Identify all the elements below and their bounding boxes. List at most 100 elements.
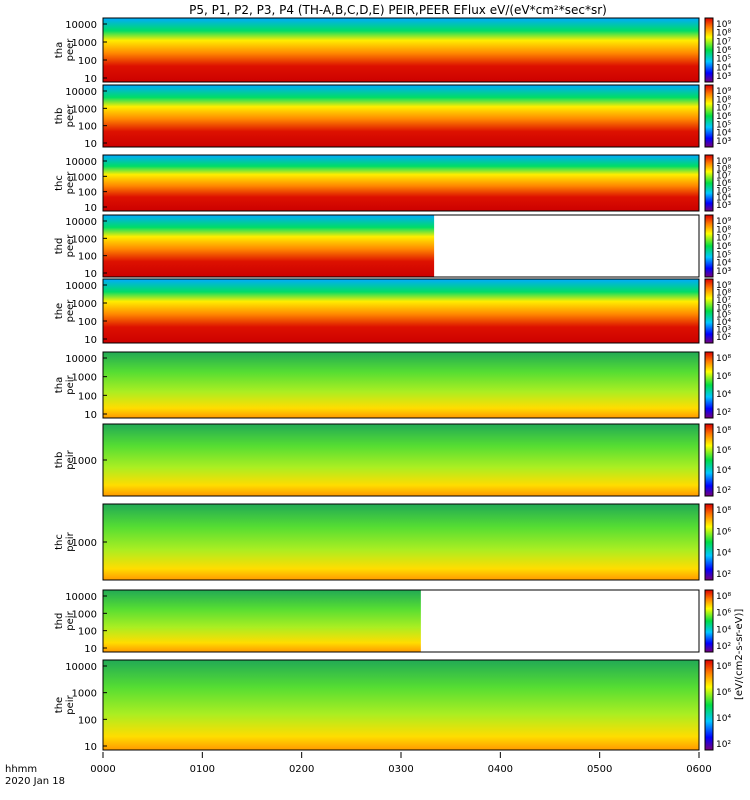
colorbar-tick-label: 10⁵ xyxy=(716,311,731,321)
colorbar-tick-label: 10⁸ xyxy=(716,426,731,436)
y-tick-label: 10 xyxy=(84,74,97,85)
colorbar-tick-label: 10⁶ xyxy=(716,372,731,382)
colorbar-tick-label: 10⁸ xyxy=(716,288,731,298)
y-tick-label: 100 xyxy=(78,317,97,328)
panel-thd-peer: thdpeer 10000 1000 100 10 10⁹10⁸10⁷10⁶10⁵10⁴1… xyxy=(54,214,731,280)
chart-title: P5, P1, P2, P3, P4 (TH-A,B,C,D,E) PEIR,P… xyxy=(189,3,607,17)
colorbar-tick-label: 10⁹ xyxy=(716,157,731,167)
panel-stack: thapeer1000010001001010⁹10⁸10⁷10⁶10⁵10⁴1… xyxy=(54,17,731,753)
y-tick-label: 10000 xyxy=(65,662,97,673)
y-tick-label: 10 xyxy=(84,139,97,150)
y-axis-title: thepeer xyxy=(54,299,76,323)
colorbar-tick-label: 10⁴ xyxy=(716,259,731,269)
y-axis-title: thdpeer xyxy=(54,234,76,258)
y-tick-label: 100 xyxy=(78,391,97,402)
colorbar-tick-label: 10⁹ xyxy=(716,217,731,227)
y-tick-label: 10 xyxy=(84,742,97,753)
y-tick-label: 10000 xyxy=(65,217,97,228)
y-tick-label: 1000 xyxy=(72,689,97,700)
x-tick-label: 0300 xyxy=(388,764,413,775)
colorbar-tick-label: 10⁹ xyxy=(716,20,731,30)
y-axis-title: thapeer xyxy=(54,38,76,62)
y-tick-label: 10 xyxy=(84,335,97,346)
x-axis: 0000 0100 0200 0300 0400 0500 0600 xyxy=(90,752,712,775)
y-tick-label: 10 xyxy=(84,410,97,421)
colorbar-tick-label: 10⁶ xyxy=(716,446,731,456)
colorbar xyxy=(704,17,714,83)
colorbar-tick-label: 10⁷ xyxy=(716,104,731,114)
y-axis-title: thdpeir xyxy=(54,610,76,630)
panel-tha-peir: thapeir 10000 1000 100 10 10⁸ 10⁶ 10⁴ 10² xyxy=(54,351,731,421)
y-tick-label: 1000 xyxy=(72,373,97,384)
panel-thd-peir: thdpeir 10000 1000 100 10 10⁸ 10⁶ 10⁴ 10² xyxy=(54,589,731,655)
colorbar-tick-label: 10⁵ xyxy=(716,55,731,65)
y-tick-label: 100 xyxy=(78,122,97,133)
colorbar-tick-label: 10⁶ xyxy=(716,46,731,56)
y-tick-label: 10000 xyxy=(65,87,97,98)
spectrogram-image xyxy=(103,279,699,343)
y-axis-title: thapeir xyxy=(54,374,76,394)
colorbar-tick-label: 10⁶ xyxy=(716,242,731,252)
panel-tha-peer: thapeer 10000 1000 100 10 10⁹10⁸10⁷10⁶10⁵10⁴1… xyxy=(54,17,731,85)
y-tick-label: 1000 xyxy=(72,456,97,467)
colorbar-tick-label: 10⁸ xyxy=(716,29,731,39)
panel-frame xyxy=(102,278,700,344)
panel-the-peer: thepeer1000010001001010⁹10⁸10⁷10⁶10⁵10⁴1… xyxy=(54,278,731,346)
colorbar-tick-label: 10⁷ xyxy=(716,234,731,244)
colorbar xyxy=(704,659,714,751)
panel-frame xyxy=(102,351,700,419)
y-tick-label: 100 xyxy=(78,715,97,726)
y-tick-label: 1000 xyxy=(72,609,97,620)
y-tick-label: 1000 xyxy=(72,104,97,115)
y-tick-label: 100 xyxy=(78,627,97,638)
colorbar-tick-label: 10⁷ xyxy=(716,296,731,306)
spectrogram-image xyxy=(103,155,699,211)
colorbar xyxy=(704,154,714,212)
spectrogram-image xyxy=(103,352,699,418)
colorbar xyxy=(704,214,714,278)
colorbar xyxy=(704,503,714,581)
colorbar-tick-label: 10⁸ xyxy=(716,225,731,235)
colorbar-tick-label: 10⁸ xyxy=(716,164,731,174)
y-tick-label: 10000 xyxy=(65,281,97,292)
y-axis-title: thcpeer xyxy=(54,171,76,195)
y-tick-label: 10000 xyxy=(65,157,97,168)
spectrogram-image xyxy=(103,215,435,277)
colorbar-tick-label: 10⁶ xyxy=(716,609,731,619)
colorbar-tick-label: 10⁸ xyxy=(716,506,731,516)
y-axis-title: thbpeer xyxy=(54,104,76,128)
y-tick-label: 1000 xyxy=(72,38,97,49)
colorbar-tick-label: 10⁶ xyxy=(716,303,731,313)
colorbar-tick-label: 10⁶ xyxy=(716,112,731,122)
colorbar-tick-label: 10⁵ xyxy=(716,186,731,196)
colorbar-tick-label: 10⁴ xyxy=(716,714,731,724)
colorbar xyxy=(704,84,714,148)
colorbar-tick-label: 10⁹ xyxy=(716,87,731,97)
colorbar-unit-label: [eV/(cm2-s-sr-eV)] xyxy=(734,609,745,700)
x-tick-label: 0200 xyxy=(289,764,314,775)
panel-frame xyxy=(102,589,700,653)
y-tick-label: 100 xyxy=(78,56,97,67)
colorbar-tick-label: 10² xyxy=(716,642,731,652)
spectrogram-image xyxy=(103,85,699,147)
x-tick-label: 0100 xyxy=(190,764,215,775)
colorbar xyxy=(704,278,714,344)
panel-frame xyxy=(102,84,700,148)
colorbar-tick-label: 10² xyxy=(716,333,731,343)
colorbar-tick-label: 10³ xyxy=(716,137,731,147)
y-tick-label: 1000 xyxy=(72,172,97,183)
y-axis-title: thbpeir xyxy=(54,449,76,469)
panel-frame xyxy=(102,214,700,278)
colorbar-tick-label: 10³ xyxy=(716,267,731,277)
colorbar-tick-label: 10³ xyxy=(716,72,731,82)
panel-thb-peer: thbpeer 10000 1000 100 10 10⁹10⁸10⁷10⁶10⁵10⁴1… xyxy=(54,84,731,150)
y-tick-label: 10 xyxy=(84,269,97,280)
colorbar-tick-label: 10⁸ xyxy=(716,592,731,602)
y-tick-label: 10000 xyxy=(65,354,97,365)
y-axis-title: thcpeir xyxy=(54,531,76,551)
y-tick-label: 10000 xyxy=(65,592,97,603)
y-tick-label: 10000 xyxy=(65,20,97,31)
y-tick-label: 1000 xyxy=(72,299,97,310)
colorbar xyxy=(704,589,714,653)
